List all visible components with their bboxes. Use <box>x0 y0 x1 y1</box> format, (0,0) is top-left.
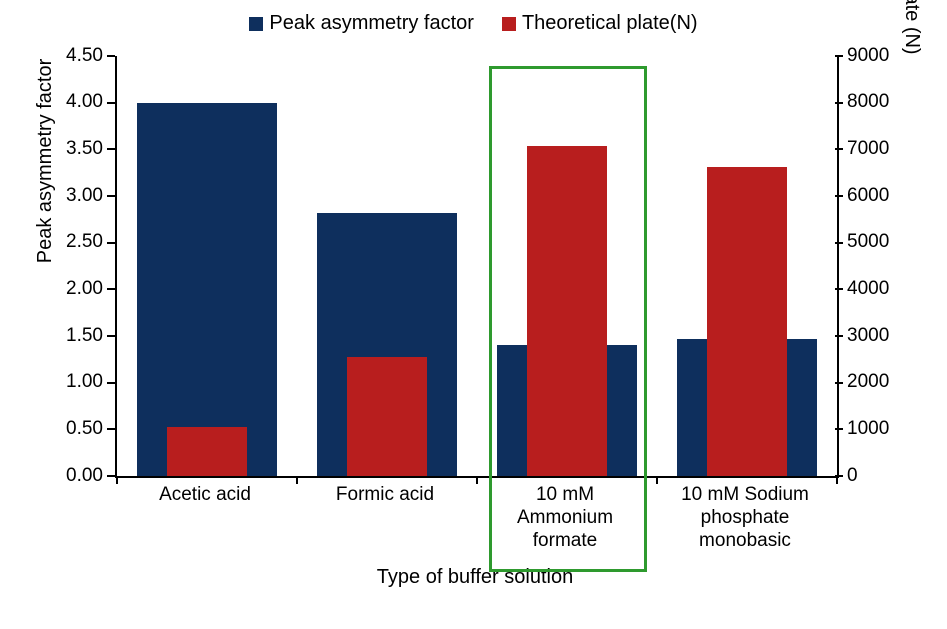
category-label: Acetic acid <box>115 484 295 507</box>
bar-asymmetry <box>137 103 277 476</box>
x-axis-tick <box>116 476 118 484</box>
x-axis-title: Type of buffer solution <box>115 566 835 589</box>
left-axis-tick-label: 4.00 <box>66 91 103 113</box>
right-axis-tick <box>835 242 843 244</box>
left-axis-tick <box>107 242 115 244</box>
category-label: Formic acid <box>295 484 475 507</box>
right-axis-tick-label: 8000 <box>847 91 889 113</box>
x-axis-tick <box>836 476 838 484</box>
right-axis-tick <box>835 55 843 57</box>
left-axis-tick-label: 1.00 <box>66 371 103 393</box>
right-axis-tick <box>835 475 843 477</box>
legend-swatch <box>249 17 263 31</box>
left-axis-tick <box>107 475 115 477</box>
left-axis-tick-label: 1.50 <box>66 325 103 347</box>
right-axis-tick <box>835 195 843 197</box>
right-axis-tick-label: 6000 <box>847 185 889 207</box>
x-axis-tick <box>476 476 478 484</box>
right-axis-tick <box>835 382 843 384</box>
left-axis-tick-label: 4.50 <box>66 45 103 67</box>
left-axis-tick <box>107 195 115 197</box>
right-axis-tick-label: 4000 <box>847 278 889 300</box>
right-axis-title: Theoretical plate (N) <box>900 0 923 174</box>
right-axis-tick <box>835 428 843 430</box>
category-label: 10 mM Sodium phosphate monobasic <box>655 484 835 552</box>
left-axis-tick <box>107 428 115 430</box>
legend-item: Theoretical plate(N) <box>502 12 698 35</box>
left-axis-tick <box>107 102 115 104</box>
right-axis-tick-label: 1000 <box>847 418 889 440</box>
left-axis-tick-label: 0.50 <box>66 418 103 440</box>
plot-area <box>115 56 839 478</box>
legend-label: Theoretical plate(N) <box>522 12 698 35</box>
chart-stage: Peak asymmetry factor Theoretical plate(N… <box>0 0 947 629</box>
x-axis-tick <box>296 476 298 484</box>
left-axis-tick <box>107 382 115 384</box>
right-axis-tick <box>835 102 843 104</box>
legend-swatch <box>502 17 516 31</box>
bar-plates <box>707 167 786 476</box>
left-axis-tick-label: 2.50 <box>66 231 103 253</box>
legend-label: Peak asymmetry factor <box>269 12 474 35</box>
right-axis-tick <box>835 288 843 290</box>
right-axis-tick-label: 7000 <box>847 138 889 160</box>
left-axis-tick-label: 3.00 <box>66 185 103 207</box>
right-axis-tick-label: 9000 <box>847 45 889 67</box>
right-axis-tick <box>835 148 843 150</box>
left-axis-tick <box>107 288 115 290</box>
x-axis-tick <box>656 476 658 484</box>
right-axis-tick <box>835 335 843 337</box>
legend-item: Peak asymmetry factor <box>249 12 474 35</box>
left-axis-tick <box>107 55 115 57</box>
right-axis-tick-label: 3000 <box>847 325 889 347</box>
left-axis-title: Peak asymmetry factor <box>34 0 57 371</box>
highlight-box <box>489 66 647 572</box>
left-axis-tick <box>107 148 115 150</box>
right-axis-tick-label: 5000 <box>847 231 889 253</box>
left-axis-tick <box>107 335 115 337</box>
right-axis-tick-label: 2000 <box>847 371 889 393</box>
left-axis-tick-label: 0.00 <box>66 465 103 487</box>
bar-plates <box>167 427 246 476</box>
legend: Peak asymmetry factor Theoretical plate(N… <box>0 12 947 35</box>
bar-plates <box>347 357 426 476</box>
left-axis-tick-label: 2.00 <box>66 278 103 300</box>
right-axis-tick-label: 0 <box>847 465 858 487</box>
left-axis-tick-label: 3.50 <box>66 138 103 160</box>
